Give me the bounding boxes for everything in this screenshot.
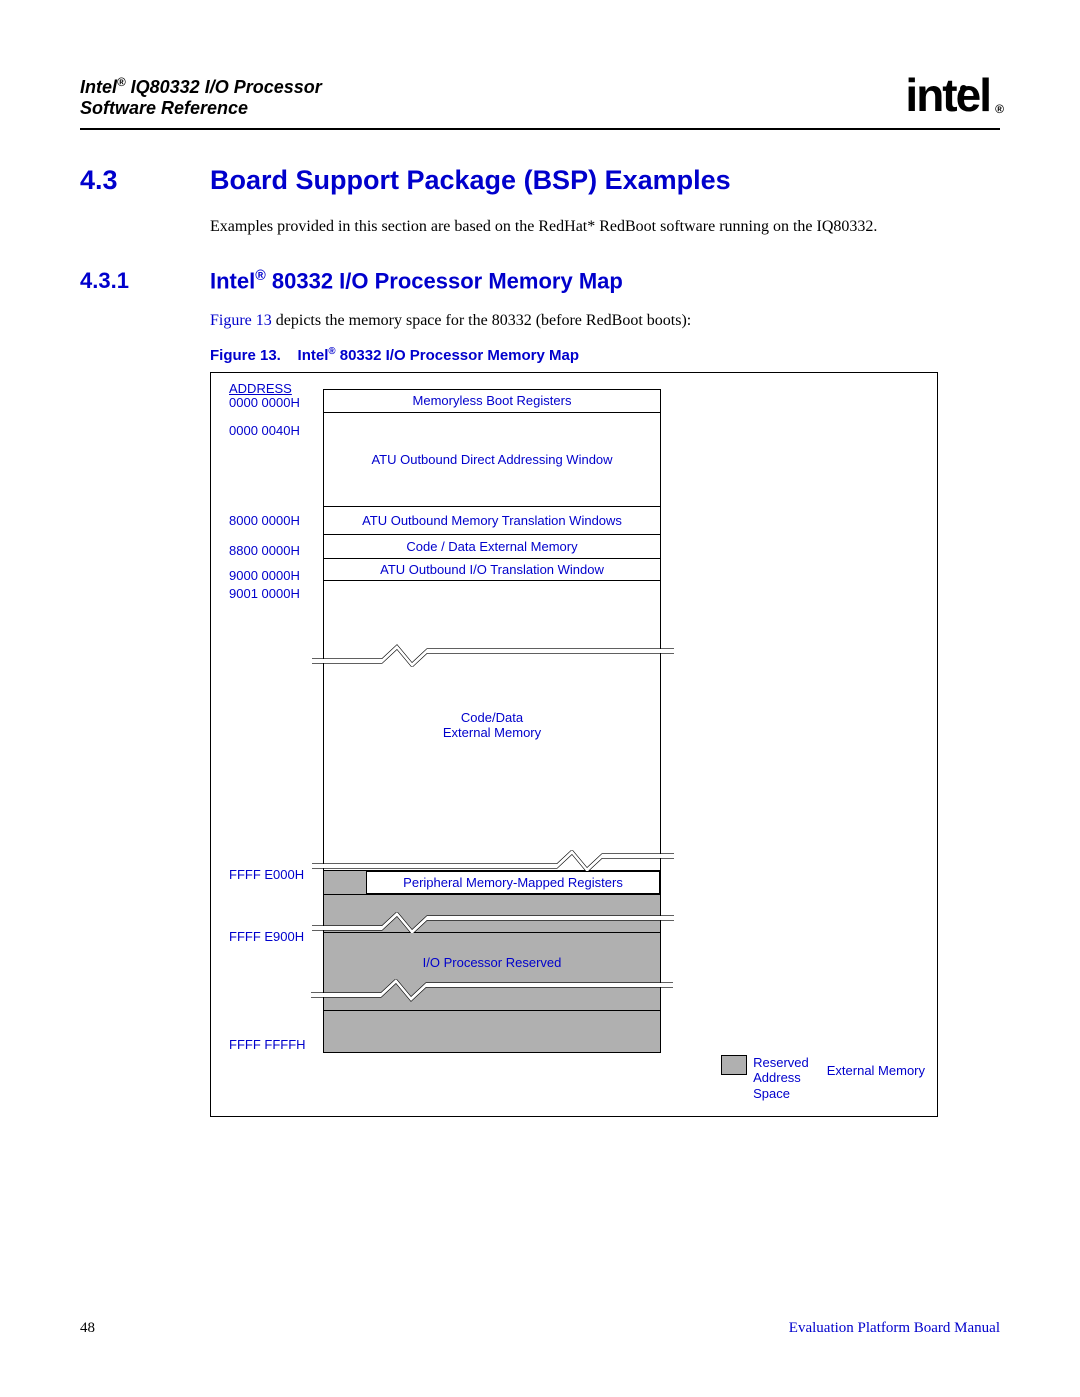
region-large-line2: External Memory — [443, 725, 541, 740]
footer-right: Evaluation Platform Board Manual — [789, 1320, 1000, 1337]
addr-1: 0000 0040H — [229, 423, 300, 438]
header-title-intel: Intel — [80, 77, 117, 97]
memory-column: Memoryless Boot Registers ATU Outbound D… — [323, 389, 661, 1053]
break-top-icon — [312, 641, 674, 667]
addr-6: FFFF E000H — [229, 867, 304, 882]
legend-external: External Memory — [827, 1055, 925, 1079]
section-number: 4.3 — [80, 165, 210, 196]
subsection-number: 4.3.1 — [80, 268, 210, 294]
address-header: ADDRESS — [229, 381, 292, 396]
region-atu-direct: ATU Outbound Direct Addressing Window — [323, 413, 661, 507]
subsection-heading: 4.3.1 Intel® 80332 I/O Processor Memory … — [80, 268, 1000, 294]
header-subtitle: Software Reference — [80, 98, 322, 119]
addr-2: 8000 0000H — [229, 513, 300, 528]
region-gray-gap — [323, 895, 661, 933]
section-body: Examples provided in this section are ba… — [210, 216, 1000, 238]
addr-7: FFFF E900H — [229, 929, 304, 944]
legend-reserved: Reserved Address Space — [721, 1055, 809, 1102]
region-pmmr: Peripheral Memory-Mapped Registers — [323, 871, 661, 895]
subsection-title: Intel® 80332 I/O Processor Memory Map — [210, 268, 623, 294]
legend-line2: Address — [753, 1070, 801, 1085]
legend-reserved-text: Reserved Address Space — [753, 1055, 809, 1102]
region-gray-bottom — [323, 1011, 661, 1053]
figure-ref-link[interactable]: Figure 13 — [210, 312, 272, 329]
section-heading: 4.3 Board Support Package (BSP) Examples — [80, 165, 1000, 196]
memory-map-figure: ADDRESS 0000 0000H 0000 0040H 8000 0000H… — [210, 372, 938, 1117]
region-large-line1: Code/Data — [461, 710, 523, 725]
header-left: Intel® IQ80332 I/O Processor Software Re… — [80, 68, 322, 119]
region-pmmr-inner: Peripheral Memory-Mapped Registers — [366, 871, 660, 894]
header-title: Intel® IQ80332 I/O Processor — [80, 76, 322, 98]
subsection-body: Figure 13 depicts the memory space for t… — [210, 310, 1000, 332]
subsection-title-reg: ® — [255, 268, 266, 284]
region-atu-io: ATU Outbound I/O Translation Window — [323, 559, 661, 581]
intel-logo: intel® — [905, 68, 1000, 122]
region-boot-registers: Memoryless Boot Registers — [323, 389, 661, 413]
addr-4: 9000 0000H — [229, 568, 300, 583]
addr-0: 0000 0000H — [229, 395, 300, 410]
figure-caption: Figure 13. Intel® 80332 I/O Processor Me… — [210, 346, 1000, 364]
subsection-title-prefix: Intel — [210, 268, 255, 293]
figure-caption-num: Figure 13. — [210, 347, 281, 364]
header-title-reg: ® — [117, 76, 126, 89]
subsection-body-rest: depicts the memory space for the 80332 (… — [272, 312, 691, 329]
legend-swatch-icon — [721, 1055, 747, 1075]
section-title: Board Support Package (BSP) Examples — [210, 165, 731, 196]
figure-caption-rest: 80332 I/O Processor Memory Map — [336, 347, 579, 364]
legend-line3: Space — [753, 1086, 790, 1101]
page-number: 48 — [80, 1320, 95, 1337]
addr-5: 9001 0000H — [229, 586, 300, 601]
header-title-rest: IQ80332 I/O Processor — [126, 77, 322, 97]
page-header: Intel® IQ80332 I/O Processor Software Re… — [80, 68, 1000, 130]
subsection-title-rest: 80332 I/O Processor Memory Map — [266, 268, 623, 293]
figure-caption-reg: ® — [328, 346, 335, 357]
logo-reg-icon: ® — [995, 102, 1002, 116]
region-atu-memory: ATU Outbound Memory Translation Windows — [323, 507, 661, 535]
addr-8: FFFF FFFFH — [229, 1037, 306, 1052]
legend-line1: Reserved — [753, 1055, 809, 1070]
break-icon-3 — [311, 979, 673, 1005]
legend: Reserved Address Space External Memory — [721, 1055, 925, 1102]
page-container: Intel® IQ80332 I/O Processor Software Re… — [0, 0, 1080, 1397]
addr-3: 8800 0000H — [229, 543, 300, 558]
figure-caption-prefix: Intel — [298, 347, 329, 364]
region-code-data-ext: Code / Data External Memory — [323, 535, 661, 559]
page-footer: 48 Evaluation Platform Board Manual — [80, 1320, 1000, 1337]
region-code-data-large: Code/Data External Memory — [323, 581, 661, 871]
